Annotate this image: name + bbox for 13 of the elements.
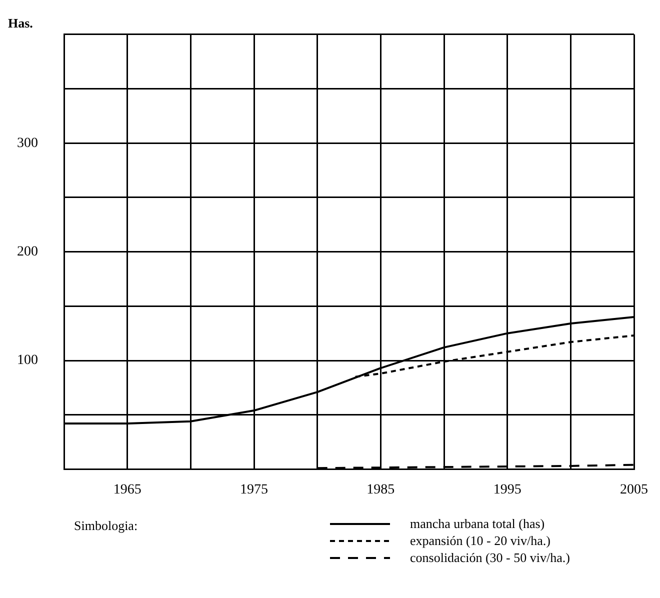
legend-label: consolidación (30 - 50 viv/ha.)	[410, 550, 570, 566]
legend-title: Simbologia:	[74, 518, 138, 534]
x-tick-label: 1975	[240, 482, 268, 498]
x-tick-label: 1965	[113, 482, 142, 498]
y-tick-label: 200	[17, 244, 38, 260]
y-tick-label: 300	[17, 136, 38, 151]
y-tick-label: 100	[17, 353, 38, 368]
x-tick-label: 1985	[366, 482, 395, 498]
x-tick-label: 2005	[620, 482, 648, 498]
legend-label: mancha urbana total (has)	[410, 516, 545, 532]
y-axis-title: Has.	[8, 15, 33, 30]
x-tick-label: 1995	[493, 482, 522, 498]
legend-label: expansión (10 - 20 viv/ha.)	[410, 533, 550, 549]
